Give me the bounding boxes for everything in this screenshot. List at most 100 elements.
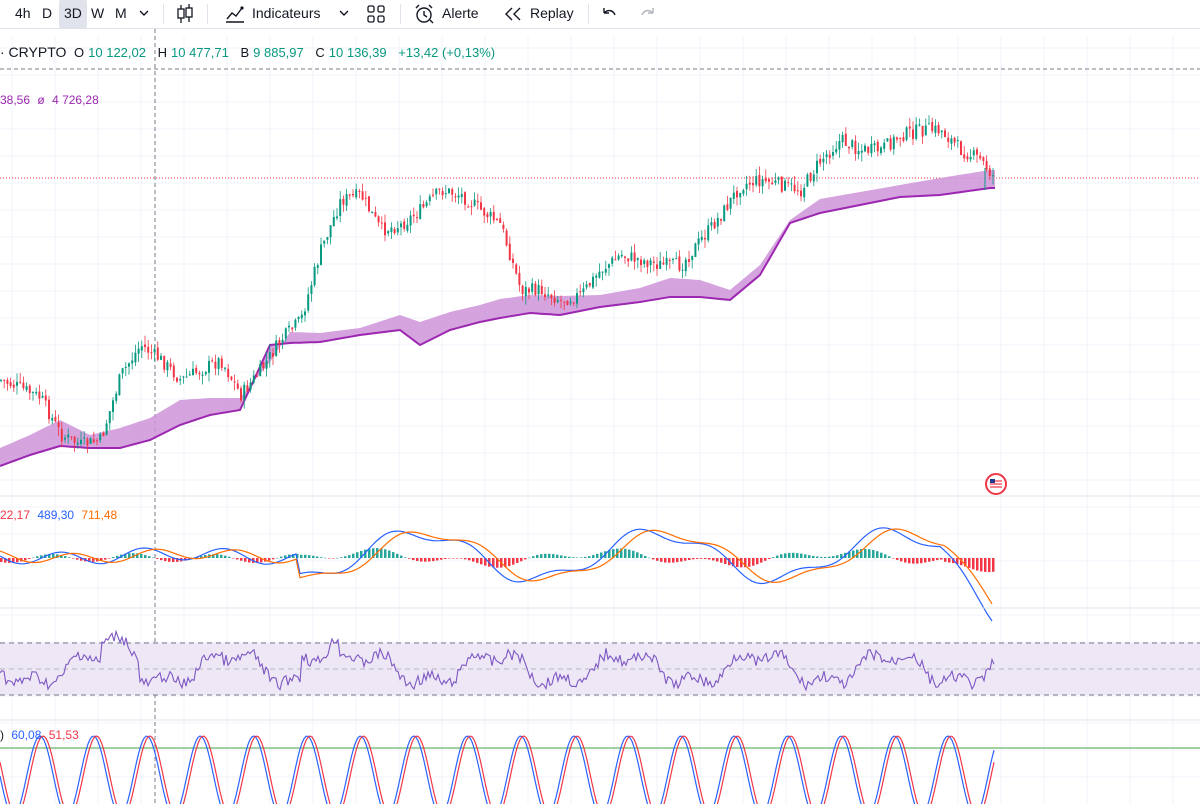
macd-bar: [156, 558, 159, 559]
macd-bar: [764, 558, 767, 561]
candle-body: [371, 211, 374, 214]
replay-icon[interactable]: [503, 5, 523, 23]
candle-body: [681, 269, 684, 271]
macd-bar: [28, 558, 31, 559]
open-value: 10 122,02: [88, 45, 146, 60]
candle-body: [208, 360, 210, 373]
candle-body: [550, 294, 553, 299]
candle-body: [300, 314, 303, 319]
candle-body: [124, 367, 127, 368]
candle-body: [51, 417, 54, 421]
candle-body: [403, 221, 406, 229]
macd-bar: [804, 554, 807, 558]
timeframe-4h[interactable]: 4h: [15, 5, 31, 21]
candle-body: [652, 261, 655, 263]
signal-line: [0, 528, 993, 605]
macd-bar: [76, 558, 79, 560]
candle-body: [48, 399, 50, 420]
candle-body: [454, 196, 457, 198]
symbol-name[interactable]: · CRYPTO: [0, 44, 67, 60]
macd-bar: [744, 558, 747, 568]
candle-body: [918, 124, 921, 126]
macd-bar: [52, 554, 55, 558]
chevron-down-icon[interactable]: [337, 6, 351, 22]
macd-bar: [584, 557, 587, 558]
candle-body: [864, 145, 866, 152]
candle-body: [364, 197, 367, 199]
timeframe-3d[interactable]: 3D: [59, 0, 87, 28]
macd-bar: [904, 558, 907, 563]
macd-bar: [940, 558, 943, 560]
candle-body: [396, 228, 399, 233]
candle-body: [604, 268, 607, 273]
indicators-button[interactable]: Indicateurs: [252, 5, 321, 21]
price-chart[interactable]: [0, 29, 1200, 804]
candle-body: [243, 384, 246, 400]
candle-body: [35, 391, 38, 394]
timeframe-m[interactable]: M: [115, 5, 127, 21]
macd-bar: [352, 553, 355, 558]
timeframe-d[interactable]: D: [42, 5, 53, 21]
candle-body: [32, 391, 34, 393]
chevron-down-icon[interactable]: [137, 6, 151, 22]
macd-bar: [736, 558, 739, 567]
macd-bar: [224, 555, 227, 558]
candle-body: [828, 154, 831, 158]
timeframe-w[interactable]: W: [91, 5, 105, 21]
candlestick-icon[interactable]: [175, 3, 195, 25]
candle-body: [662, 262, 665, 265]
macd-bar: [456, 558, 459, 559]
candle-body: [144, 344, 146, 348]
macd-bar: [992, 558, 995, 572]
macd-bar: [132, 553, 135, 558]
macd-bar: [984, 558, 987, 572]
candle-body: [720, 219, 722, 221]
candle-body: [819, 158, 822, 164]
macd-bar: [400, 555, 403, 558]
redo-icon[interactable]: [639, 5, 657, 23]
candle-body: [832, 152, 834, 156]
candle-body: [777, 177, 780, 180]
ma-symbol: ø: [37, 93, 45, 107]
candle-body: [732, 192, 735, 199]
open-label: O: [74, 45, 85, 60]
layout-grid-icon[interactable]: [366, 4, 386, 24]
candle-body: [457, 195, 460, 198]
candle-body: [646, 260, 649, 267]
candle-body: [883, 142, 886, 149]
replay-button[interactable]: Replay: [530, 5, 574, 21]
macd-bar: [344, 556, 347, 558]
macd-bar: [504, 558, 507, 567]
macd-bar: [100, 558, 103, 561]
candle-body: [742, 190, 745, 194]
macd-bar: [88, 558, 91, 562]
macd-bar: [336, 557, 339, 559]
candle-body: [860, 150, 863, 153]
candle-body: [726, 204, 729, 210]
macd-bar: [136, 553, 139, 558]
macd-bar: [392, 552, 395, 558]
undo-icon[interactable]: [600, 5, 618, 23]
candle-body: [688, 259, 690, 262]
macd-bar: [692, 558, 695, 560]
indicators-icon[interactable]: [224, 3, 246, 25]
candle-body: [736, 191, 738, 198]
candle-body: [611, 257, 614, 264]
candle-body: [416, 217, 418, 219]
alarm-clock-icon[interactable]: [413, 3, 435, 25]
macd-bar: [420, 558, 423, 562]
macd-bar: [468, 558, 471, 561]
candle-body: [131, 360, 134, 364]
macd-bar: [768, 558, 771, 559]
candle-body: [9, 382, 12, 386]
candle-body: [515, 264, 518, 274]
close-label: C: [315, 45, 325, 60]
candle-body: [684, 259, 687, 272]
macd-bar: [532, 556, 535, 558]
macd-bar: [372, 548, 375, 558]
flag-us-icon[interactable]: [985, 473, 1007, 495]
candle-body: [92, 439, 95, 443]
alert-button[interactable]: Alerte: [442, 5, 479, 21]
candle-body: [83, 437, 86, 439]
macd-bar: [228, 556, 231, 558]
